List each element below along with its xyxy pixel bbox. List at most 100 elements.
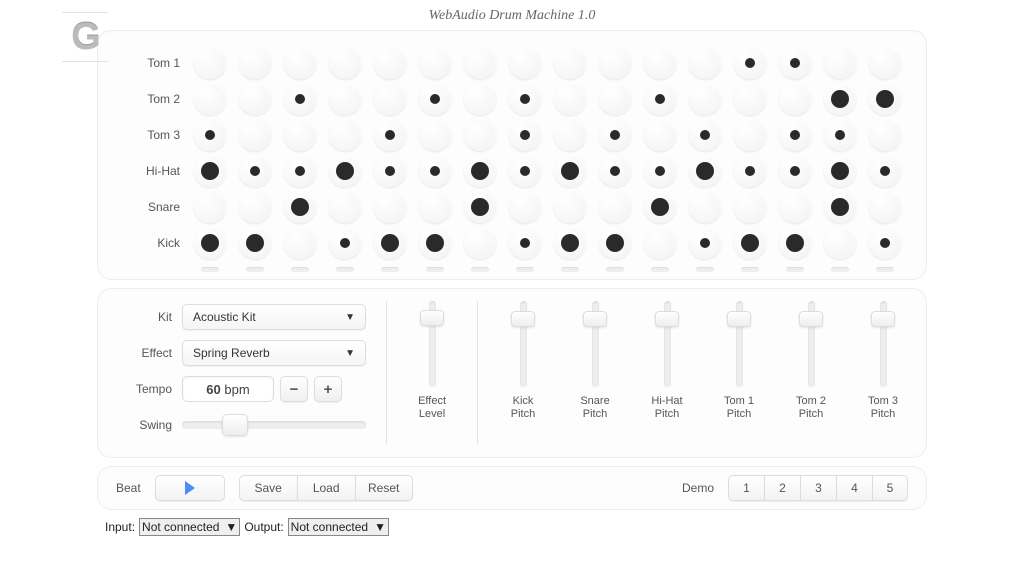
step-cell[interactable] (239, 119, 271, 151)
step-cell[interactable] (869, 119, 901, 151)
step-cell[interactable] (599, 47, 631, 79)
step-cell[interactable] (509, 155, 541, 187)
step-cell[interactable] (824, 155, 856, 187)
slider-handle[interactable] (655, 311, 679, 327)
step-cell[interactable] (734, 191, 766, 223)
slider-handle[interactable] (871, 311, 895, 327)
step-cell[interactable] (419, 83, 451, 115)
step-cell[interactable] (509, 83, 541, 115)
step-cell[interactable] (734, 119, 766, 151)
step-cell[interactable] (329, 155, 361, 187)
step-cell[interactable] (329, 47, 361, 79)
step-cell[interactable] (824, 191, 856, 223)
vertical-slider[interactable]: EffectLevel (407, 301, 457, 421)
step-cell[interactable] (689, 191, 721, 223)
step-cell[interactable] (329, 191, 361, 223)
step-cell[interactable] (689, 119, 721, 151)
step-cell[interactable] (554, 155, 586, 187)
step-cell[interactable] (464, 47, 496, 79)
step-cell[interactable] (509, 191, 541, 223)
vertical-slider[interactable]: Tom 1Pitch (714, 301, 764, 421)
slider-handle[interactable] (511, 311, 535, 327)
load-button[interactable]: Load (297, 475, 355, 501)
step-cell[interactable] (419, 191, 451, 223)
demo-button-2[interactable]: 2 (764, 475, 800, 501)
step-cell[interactable] (329, 83, 361, 115)
vertical-slider[interactable]: Tom 3Pitch (858, 301, 908, 421)
step-cell[interactable] (464, 119, 496, 151)
step-cell[interactable] (779, 47, 811, 79)
step-cell[interactable] (284, 155, 316, 187)
effect-select[interactable]: Spring Reverb ▼ (182, 340, 366, 366)
step-cell[interactable] (464, 227, 496, 259)
step-cell[interactable] (779, 83, 811, 115)
step-cell[interactable] (194, 155, 226, 187)
step-cell[interactable] (644, 191, 676, 223)
demo-button-3[interactable]: 3 (800, 475, 836, 501)
step-cell[interactable] (374, 47, 406, 79)
step-cell[interactable] (374, 119, 406, 151)
step-cell[interactable] (824, 47, 856, 79)
step-cell[interactable] (194, 227, 226, 259)
step-cell[interactable] (284, 119, 316, 151)
tempo-decrease-button[interactable]: − (280, 376, 308, 402)
reset-button[interactable]: Reset (355, 475, 413, 501)
vertical-slider[interactable]: Hi-HatPitch (642, 301, 692, 421)
step-cell[interactable] (734, 47, 766, 79)
step-cell[interactable] (374, 83, 406, 115)
step-cell[interactable] (194, 191, 226, 223)
slider-handle[interactable] (727, 311, 751, 327)
step-cell[interactable] (509, 47, 541, 79)
step-cell[interactable] (644, 227, 676, 259)
step-cell[interactable] (689, 227, 721, 259)
step-cell[interactable] (824, 83, 856, 115)
step-cell[interactable] (194, 119, 226, 151)
step-cell[interactable] (599, 155, 631, 187)
step-cell[interactable] (869, 83, 901, 115)
step-cell[interactable] (689, 155, 721, 187)
step-cell[interactable] (554, 227, 586, 259)
step-cell[interactable] (869, 47, 901, 79)
step-cell[interactable] (554, 119, 586, 151)
step-cell[interactable] (509, 227, 541, 259)
step-cell[interactable] (329, 119, 361, 151)
step-cell[interactable] (419, 119, 451, 151)
demo-button-1[interactable]: 1 (728, 475, 764, 501)
vertical-slider[interactable]: Tom 2Pitch (786, 301, 836, 421)
swing-slider[interactable] (182, 421, 366, 429)
step-cell[interactable] (284, 191, 316, 223)
step-cell[interactable] (464, 83, 496, 115)
step-cell[interactable] (644, 47, 676, 79)
step-cell[interactable] (329, 227, 361, 259)
demo-button-5[interactable]: 5 (872, 475, 908, 501)
step-cell[interactable] (779, 191, 811, 223)
step-cell[interactable] (869, 191, 901, 223)
step-cell[interactable] (554, 191, 586, 223)
step-cell[interactable] (779, 155, 811, 187)
step-cell[interactable] (824, 119, 856, 151)
step-cell[interactable] (599, 227, 631, 259)
step-cell[interactable] (644, 119, 676, 151)
step-cell[interactable] (779, 119, 811, 151)
step-cell[interactable] (464, 155, 496, 187)
vertical-slider[interactable]: KickPitch (498, 301, 548, 421)
tempo-increase-button[interactable]: + (314, 376, 342, 402)
slider-handle[interactable] (799, 311, 823, 327)
midi-input-select[interactable]: Not connected▼ (139, 518, 240, 536)
step-cell[interactable] (644, 155, 676, 187)
save-button[interactable]: Save (239, 475, 297, 501)
step-cell[interactable] (734, 155, 766, 187)
step-cell[interactable] (374, 191, 406, 223)
step-cell[interactable] (239, 227, 271, 259)
step-cell[interactable] (689, 83, 721, 115)
step-cell[interactable] (194, 83, 226, 115)
step-cell[interactable] (239, 155, 271, 187)
step-cell[interactable] (419, 227, 451, 259)
step-cell[interactable] (239, 47, 271, 79)
kit-select[interactable]: Acoustic Kit ▼ (182, 304, 366, 330)
step-cell[interactable] (419, 155, 451, 187)
demo-button-4[interactable]: 4 (836, 475, 872, 501)
step-cell[interactable] (599, 83, 631, 115)
step-cell[interactable] (644, 83, 676, 115)
swing-handle[interactable] (222, 414, 248, 436)
